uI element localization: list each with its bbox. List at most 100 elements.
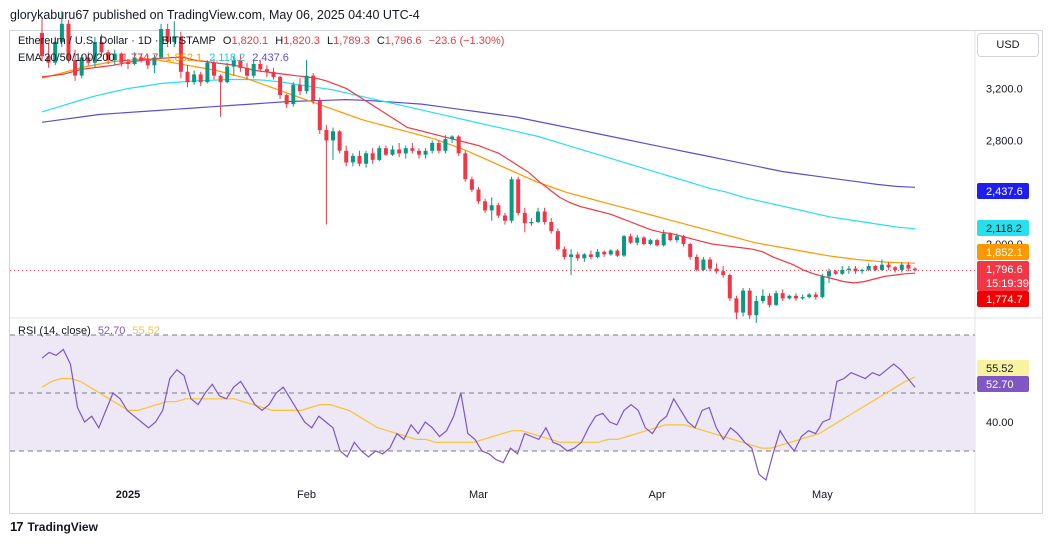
candle bbox=[840, 266, 845, 276]
tradingview-logo[interactable]: 17 TradingView bbox=[10, 519, 98, 534]
candles bbox=[40, 10, 917, 323]
candle bbox=[443, 135, 448, 154]
candle bbox=[833, 269, 838, 276]
ema100-badge-bg bbox=[977, 220, 1029, 236]
ema20-line bbox=[41, 56, 916, 284]
candle bbox=[172, 21, 177, 48]
candle-body bbox=[569, 254, 574, 257]
candle bbox=[417, 148, 421, 159]
candle-body bbox=[139, 57, 144, 61]
candle bbox=[542, 207, 547, 225]
candle bbox=[668, 232, 673, 242]
candle bbox=[304, 60, 309, 94]
candle bbox=[648, 238, 653, 246]
candle bbox=[403, 145, 408, 159]
candle-body bbox=[245, 67, 249, 76]
candle bbox=[205, 60, 210, 84]
candle bbox=[383, 145, 388, 156]
candle-body bbox=[688, 244, 693, 257]
high-label: H bbox=[275, 35, 284, 47]
rsi-ma-badge-text: 55.52 bbox=[986, 363, 1014, 375]
candle-body bbox=[522, 212, 527, 224]
ema50-badge: 1,852.1 bbox=[977, 244, 1029, 260]
candle bbox=[390, 145, 395, 156]
rsi-legend[interactable]: RSI (14, close) 52.70 55.52 bbox=[18, 325, 164, 337]
candle bbox=[317, 97, 322, 134]
candle-body bbox=[575, 254, 580, 259]
candle-body bbox=[787, 295, 792, 299]
candle-body bbox=[46, 56, 51, 63]
candle-body bbox=[615, 250, 620, 256]
candle bbox=[681, 234, 686, 247]
candle-body bbox=[622, 236, 626, 256]
symbol-legend[interactable]: Ethereum / U.S. Dollar · 1D · BITSTAMP O… bbox=[18, 35, 508, 47]
candle bbox=[264, 65, 269, 77]
candle bbox=[430, 140, 435, 154]
rsi-label: RSI (14, close) bbox=[18, 325, 91, 337]
candle bbox=[727, 273, 732, 301]
candle-body bbox=[503, 215, 507, 221]
candle bbox=[139, 53, 144, 63]
time-axis: 2025 Feb Mar Apr May bbox=[116, 489, 834, 501]
candle-body bbox=[536, 211, 540, 222]
time-tick-label: May bbox=[812, 489, 833, 501]
candle bbox=[860, 268, 865, 274]
candle-body bbox=[423, 150, 428, 155]
candle bbox=[165, 23, 170, 48]
ema20-badge: 1,774.7 bbox=[977, 291, 1029, 307]
candle bbox=[688, 242, 693, 260]
candle-body bbox=[436, 143, 441, 151]
candle bbox=[212, 58, 216, 80]
candle bbox=[192, 70, 197, 85]
candle-body bbox=[291, 84, 296, 105]
candle-body bbox=[126, 62, 130, 64]
currency-button[interactable]: USD bbox=[977, 33, 1039, 57]
candle-body bbox=[225, 66, 230, 83]
candle bbox=[337, 130, 342, 154]
candle bbox=[271, 67, 276, 80]
candle-body bbox=[317, 100, 322, 131]
candle bbox=[661, 229, 666, 247]
ema-legend[interactable]: EMA 20/50/100/200 1,774.7 1,852.1 2,118.… bbox=[18, 52, 293, 64]
candle-body bbox=[66, 23, 71, 61]
candle-body bbox=[483, 201, 488, 211]
candle-body bbox=[489, 205, 494, 211]
candle-body bbox=[588, 254, 593, 257]
candle-body bbox=[476, 189, 481, 202]
candle-body bbox=[886, 264, 891, 268]
candle-body bbox=[708, 259, 712, 269]
candle-body bbox=[284, 95, 289, 105]
symbol-title: Ethereum / U.S. Dollar · 1D · BITSTAMP bbox=[18, 35, 216, 47]
change-value: −23.6 (−1.30%) bbox=[428, 35, 505, 47]
last-price-badge: 1,796.6 15:19:39 bbox=[977, 261, 1029, 291]
candle-body bbox=[866, 266, 871, 270]
candle bbox=[377, 145, 382, 162]
candle-body bbox=[727, 275, 732, 299]
candle-body bbox=[820, 276, 825, 298]
candle-body bbox=[410, 148, 415, 151]
close-value: 1,796.6 bbox=[384, 35, 422, 47]
candle bbox=[913, 267, 917, 272]
last-price-text: 1,796.6 bbox=[986, 264, 1023, 276]
candle-body bbox=[59, 23, 64, 42]
candle bbox=[397, 142, 402, 158]
close-label: C bbox=[376, 35, 385, 47]
candle bbox=[807, 293, 812, 299]
candle bbox=[886, 262, 891, 270]
candle-body bbox=[549, 222, 554, 232]
candle bbox=[503, 212, 507, 225]
candle bbox=[622, 234, 626, 257]
chart-frame[interactable] bbox=[9, 30, 1043, 514]
candle bbox=[780, 289, 785, 301]
candle-body bbox=[516, 179, 521, 213]
candle-body bbox=[794, 295, 798, 299]
candle bbox=[251, 60, 256, 79]
candle bbox=[476, 187, 481, 204]
candle bbox=[364, 150, 369, 168]
candle bbox=[489, 197, 494, 221]
candle-body bbox=[178, 36, 183, 72]
candle-body bbox=[403, 148, 408, 154]
candle-body bbox=[774, 293, 779, 305]
time-tick-label: Feb bbox=[297, 489, 316, 501]
